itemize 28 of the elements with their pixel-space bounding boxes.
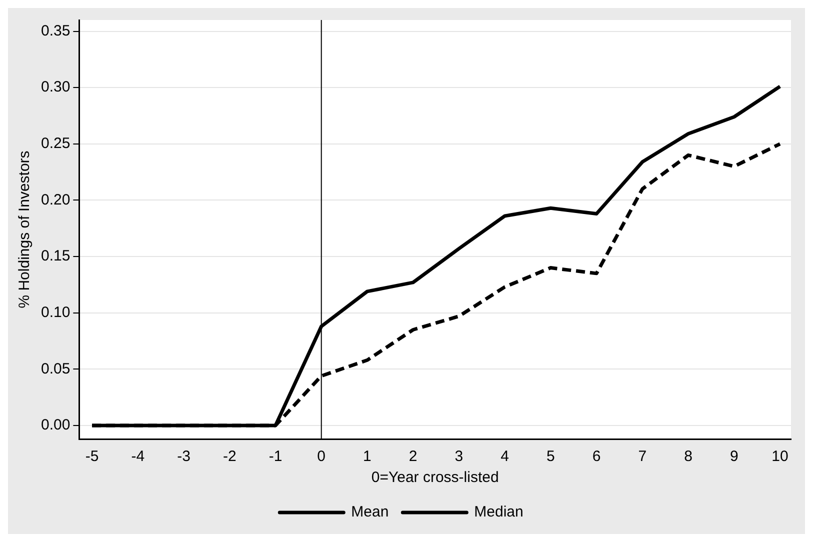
- x-tick-label: -1: [268, 448, 282, 466]
- x-tick-label: 1: [363, 448, 372, 466]
- x-tick-label: 7: [638, 448, 647, 466]
- x-axis-title: 0=Year cross-listed: [371, 469, 499, 486]
- x-tick-label: 4: [500, 448, 509, 466]
- y-tick-label: 0.05: [40, 360, 70, 378]
- x-tick-label: 3: [454, 448, 464, 466]
- x-tick-label: -2: [222, 448, 236, 466]
- legend-label: Median: [474, 504, 524, 521]
- y-tick-label: 0.20: [40, 191, 70, 208]
- x-tick-label: 6: [592, 448, 601, 466]
- y-tick-label: 0.35: [40, 22, 70, 40]
- x-tick-label: -3: [177, 448, 190, 466]
- y-axis-title: % Holdings of Investors: [16, 150, 34, 308]
- x-tick-label: 9: [730, 448, 738, 466]
- y-tick-label: 0.00: [40, 416, 70, 434]
- x-tick-label: 2: [408, 448, 418, 466]
- y-tick-label: 0.30: [40, 78, 70, 96]
- x-tick-label: -5: [85, 448, 99, 466]
- y-tick-label: 0.25: [40, 135, 70, 152]
- x-tick-label: 10: [772, 448, 788, 466]
- y-tick-label: 0.10: [40, 304, 70, 321]
- legend-label: Mean: [351, 504, 389, 521]
- y-tick-label: 0.15: [40, 248, 70, 265]
- x-tick-label: -4: [131, 448, 145, 466]
- x-tick-label: 0: [317, 448, 326, 466]
- x-tick-label: 8: [684, 448, 692, 466]
- x-tick-label: 5: [546, 448, 555, 466]
